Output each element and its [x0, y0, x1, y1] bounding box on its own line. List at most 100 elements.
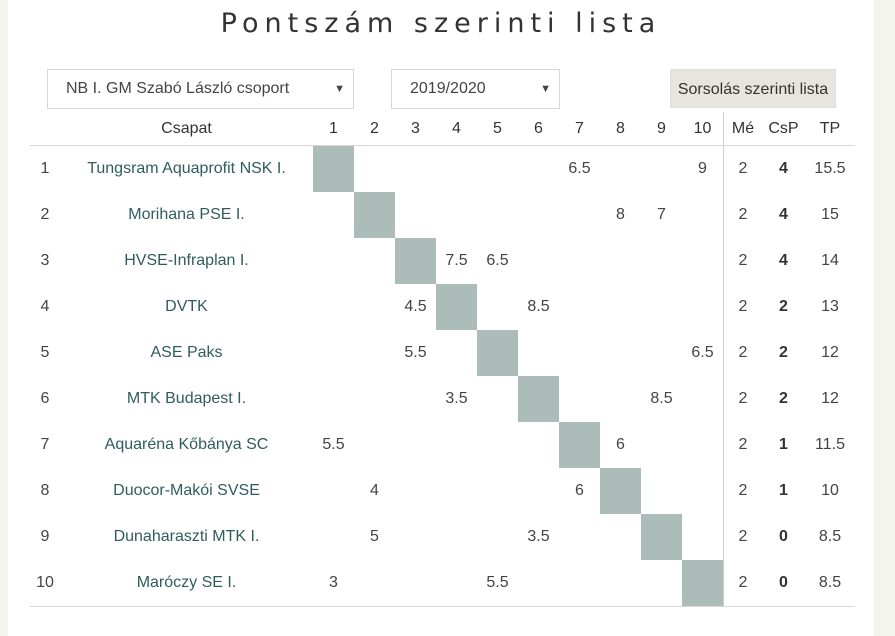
self-match-cell	[641, 514, 682, 560]
board-points-cell: 12	[821, 344, 839, 361]
group-select[interactable]: NB I. GM Szabó László csoport ▼	[47, 69, 354, 109]
table-row: 4 DVTK 4.5 8.5 2 2 13	[30, 284, 855, 330]
round-header: 9	[641, 112, 682, 146]
group-select-value: NB I. GM Szabó László csoport	[66, 80, 290, 97]
result-cell	[477, 146, 518, 193]
self-match-cell	[600, 468, 641, 514]
team-points-cell: 1	[779, 482, 788, 499]
result-cell	[313, 238, 354, 284]
result-cell	[395, 514, 436, 560]
team-link[interactable]: Tungsram Aquaprofit NSK I.	[87, 160, 286, 177]
result-cell: 3	[313, 560, 354, 607]
result-cell: 3.5	[527, 528, 550, 545]
self-match-cell	[395, 238, 436, 284]
team-link[interactable]: Morihana PSE I.	[128, 206, 245, 223]
result-cell	[600, 514, 641, 560]
result-cell: 8	[616, 206, 625, 223]
result-cell	[354, 146, 395, 193]
result-cell: 5.5	[322, 436, 345, 453]
result-cell: 6.5	[691, 344, 714, 361]
result-cell	[436, 468, 477, 514]
rank-cell: 3	[40, 252, 50, 269]
matches-cell: 2	[723, 376, 762, 422]
team-points-cell: 4	[779, 160, 788, 177]
result-cell	[436, 514, 477, 560]
result-cell: 4.5	[404, 298, 427, 315]
result-cell	[682, 468, 724, 514]
result-cell	[477, 376, 518, 422]
result-cell: 7.5	[445, 252, 468, 269]
team-link[interactable]: MTK Budapest I.	[126, 390, 247, 407]
result-cell	[313, 284, 354, 330]
self-match-cell	[477, 330, 518, 376]
table-row: 5 ASE Paks 5.5 6.5 2 2 12	[30, 330, 855, 376]
round-header: 8	[600, 112, 641, 146]
result-cell	[395, 468, 436, 514]
result-cell	[641, 284, 682, 330]
result-cell	[559, 560, 600, 607]
result-cell	[395, 376, 436, 422]
team-link[interactable]: ASE Paks	[150, 344, 223, 361]
result-cell	[559, 330, 600, 376]
season-select[interactable]: 2019/2020 ▼	[391, 69, 560, 109]
result-cell	[436, 146, 477, 193]
result-cell	[641, 422, 682, 468]
team-link[interactable]: Duocor-Makói SVSE	[113, 482, 260, 499]
board-points-cell: 8.5	[818, 528, 842, 545]
result-cell	[682, 284, 724, 330]
round-header: 4	[436, 112, 477, 146]
season-select-value: 2019/2020	[410, 80, 486, 97]
board-points-cell: 13	[821, 298, 839, 315]
me-header: Mé	[723, 112, 762, 146]
team-link[interactable]: DVTK	[165, 298, 208, 315]
round-header: 7	[559, 112, 600, 146]
result-cell	[354, 560, 395, 607]
self-match-cell	[436, 284, 477, 330]
result-cell	[477, 284, 518, 330]
rank-cell: 4	[40, 298, 50, 315]
team-link[interactable]: Dunaharaszti MTK I.	[113, 528, 260, 545]
rank-cell: 8	[40, 482, 50, 499]
result-cell	[641, 330, 682, 376]
table-body: 1 Tungsram Aquaprofit NSK I. 6.5 9 2 4 15.5 2 Mo…	[30, 145, 855, 607]
result-cell: 6	[575, 482, 584, 499]
result-cell	[354, 330, 395, 376]
self-match-cell	[559, 422, 600, 468]
matches-cell: 2	[723, 145, 762, 192]
result-cell	[313, 192, 354, 238]
result-cell	[518, 468, 559, 514]
rank-cell: 2	[40, 206, 50, 223]
result-cell	[559, 238, 600, 284]
rank-cell: 6	[40, 390, 50, 407]
result-cell	[641, 146, 682, 193]
team-points-cell: 2	[779, 298, 788, 315]
result-cell	[559, 376, 600, 422]
result-cell	[354, 238, 395, 284]
result-cell	[436, 422, 477, 468]
team-link[interactable]: HVSE-Infraplan I.	[124, 252, 249, 269]
result-cell	[600, 146, 641, 193]
team-points-cell: 4	[779, 206, 788, 223]
result-cell	[641, 468, 682, 514]
page-title: Pontszám szerinti lista	[220, 8, 662, 39]
tp-header: TP	[805, 112, 855, 146]
result-cell	[600, 330, 641, 376]
chevron-down-icon: ▼	[334, 83, 345, 95]
result-cell: 5	[370, 528, 379, 545]
result-cell	[395, 192, 436, 238]
rank-cell: 9	[40, 528, 50, 545]
result-cell	[682, 514, 724, 560]
team-points-cell: 1	[779, 436, 788, 453]
schedule-list-button[interactable]: Sorsolás szerinti lista	[670, 69, 836, 108]
team-link[interactable]: Maróczy SE I.	[60, 560, 313, 607]
round-header: 2	[354, 112, 395, 146]
result-cell	[354, 376, 395, 422]
team-points-cell: 2	[779, 390, 788, 407]
result-cell	[477, 192, 518, 238]
result-cell: 6.5	[568, 160, 591, 177]
result-cell	[313, 468, 354, 514]
result-cell	[395, 422, 436, 468]
table-row: 6 MTK Budapest I. 3.5 8.5 2 2 12	[30, 376, 855, 422]
table-header-row: Csapat 1 2 3 4 5 6 7 8 9 10 Mé CsP TP	[30, 112, 855, 146]
team-link[interactable]: Aquaréna Kőbánya SC	[104, 436, 269, 453]
